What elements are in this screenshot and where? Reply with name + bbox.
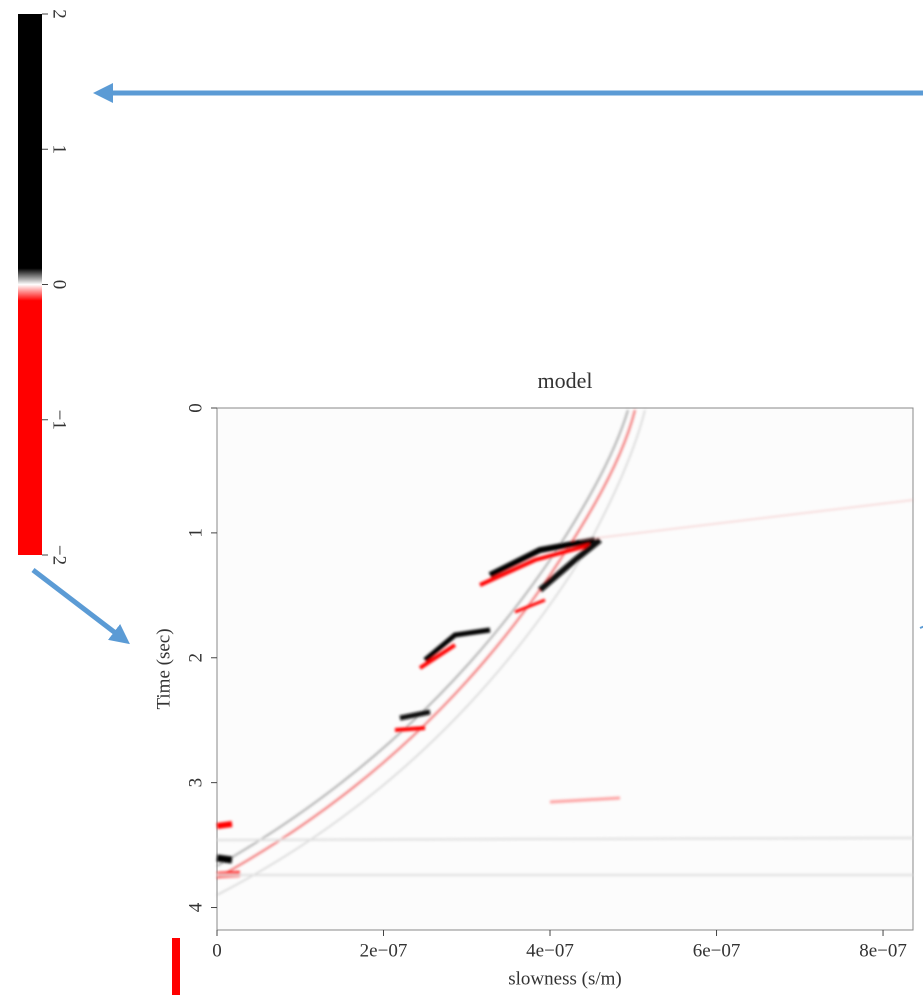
y-tick-label: 3 [185, 778, 206, 788]
x-tick-label: 6e−07 [693, 940, 741, 961]
arrow [31, 568, 130, 645]
x-tick-label: 8e−07 [859, 940, 907, 961]
x-tick-label: 2e−07 [360, 940, 408, 961]
plot-frame [216, 407, 914, 931]
colorbar-tick-label: −2 [49, 545, 70, 565]
colorbar-tick-label: −1 [49, 410, 70, 430]
colorbar-tick-label: 0 [49, 280, 70, 290]
red-marker [172, 938, 180, 995]
y-tick-label: 1 [185, 528, 206, 538]
colorbar-tick-label: 2 [49, 9, 70, 19]
y-axis-label: Time (sec) [153, 628, 174, 709]
image-features [216, 409, 914, 896]
colorbar-tick-label: 1 [49, 145, 70, 155]
colorbar [18, 14, 42, 555]
chart-title: model [538, 368, 593, 393]
x-tick-label: 4e−07 [526, 940, 574, 961]
x-axis-label: slowness (s/m) [508, 968, 621, 989]
y-tick-label: 4 [185, 902, 206, 912]
y-tick-label: 0 [185, 403, 206, 413]
x-tick-label: 0 [212, 940, 222, 961]
y-tick-label: 2 [185, 653, 206, 663]
plot-area: model slowness (s/m) Time (sec) [153, 368, 914, 989]
